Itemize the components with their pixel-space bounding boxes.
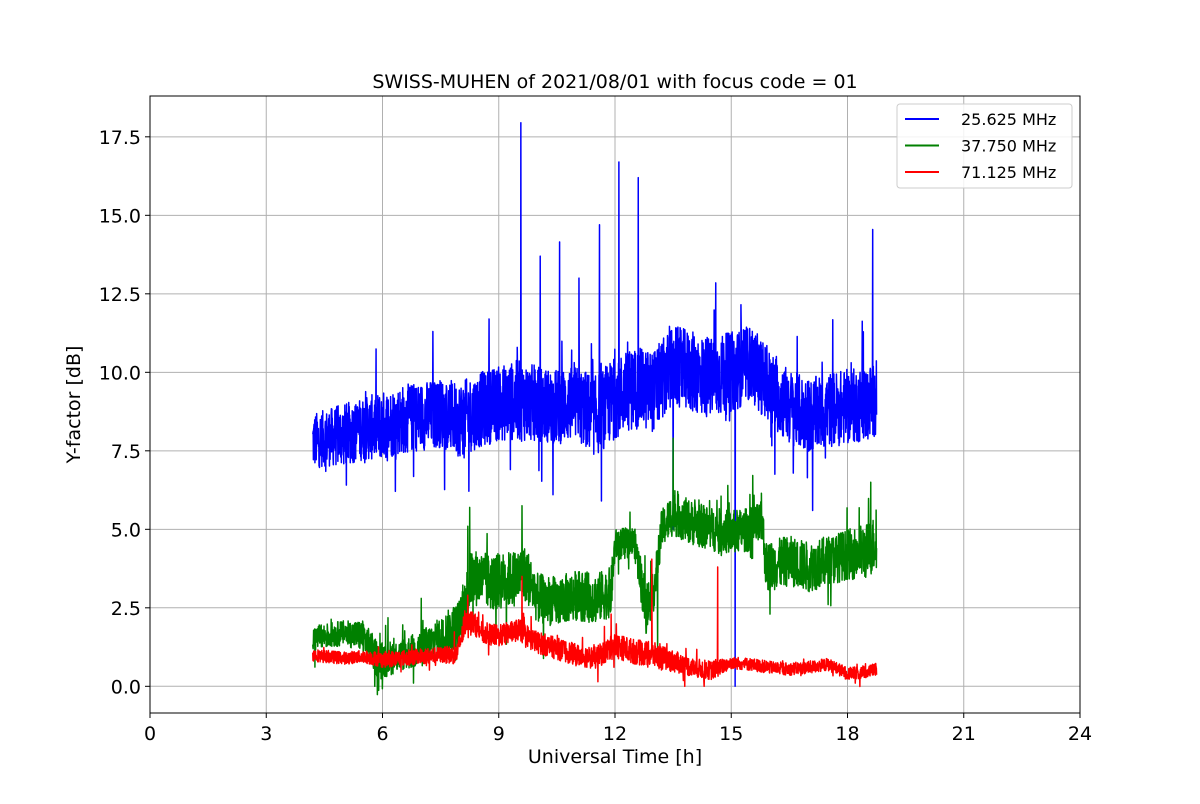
- x-tick-label: 9: [493, 723, 505, 745]
- x-tick-label: 15: [719, 723, 743, 745]
- series-line-3: [312, 558, 878, 688]
- y-tick-label: 10.0: [99, 362, 141, 384]
- y-tick-label: 12.5: [99, 284, 141, 306]
- x-axis-label: Universal Time [h]: [528, 746, 702, 768]
- legend-label-1: 25.625 MHz: [961, 110, 1056, 129]
- y-axis-label: Y-factor [dB]: [63, 346, 85, 465]
- data-layer: [312, 121, 878, 696]
- y-tick-label: 7.5: [111, 441, 141, 463]
- legend-box: [896, 103, 1073, 189]
- x-tick-label: 0: [144, 723, 156, 745]
- y-tick-label: 2.5: [111, 598, 141, 620]
- x-tick-label: 12: [603, 723, 627, 745]
- y-tick-label: 5.0: [111, 519, 141, 541]
- x-tick-label: 21: [952, 723, 976, 745]
- x-tick-label: 24: [1068, 723, 1092, 745]
- x-tick-label: 3: [260, 723, 272, 745]
- y-tick-label: 17.5: [99, 127, 141, 149]
- y-tick-label: 0.0: [111, 676, 141, 698]
- legend: 25.625 MHz 37.750 MHz 71.125 MHz: [896, 103, 1073, 189]
- legend-label-3: 71.125 MHz: [961, 163, 1056, 182]
- series-line-1: [312, 121, 878, 688]
- x-tick-label: 18: [835, 723, 859, 745]
- legend-label-2: 37.750 MHz: [961, 137, 1056, 156]
- x-tick-label: 6: [376, 723, 388, 745]
- chart-title: SWISS-MUHEN of 2021/08/01 with focus cod…: [372, 71, 857, 93]
- y-tick-label: 15.0: [99, 205, 141, 227]
- tick-layer: 0 3 6 9 12 15 18 21 24 0.0 2.5 5.0 7.5 10.0 12.5 15.0 17…: [99, 127, 1092, 745]
